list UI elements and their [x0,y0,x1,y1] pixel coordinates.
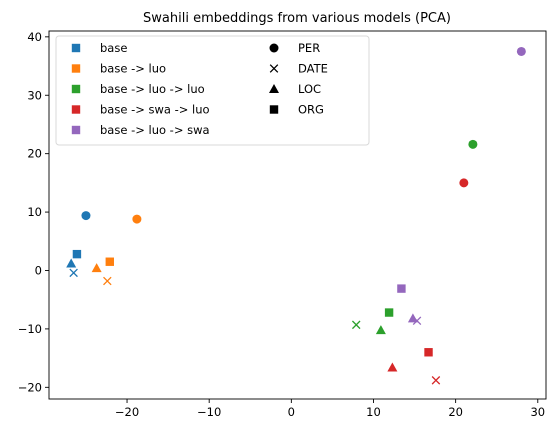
x-tick-label: 10 [366,405,381,419]
legend-item-model: base -> luo -> swa [71,123,210,137]
y-tick-label: 0 [35,263,42,277]
y-tick-label: −10 [18,322,42,336]
legend: base base -> luo base -> luo -> luo base ->… [55,35,370,146]
data-point [105,257,114,266]
legend-swatch [71,64,81,73]
legend-label: base -> luo [100,62,166,76]
y-tick-label: 30 [27,88,42,102]
legend-marker-symbol [269,64,279,73]
legend-label: base -> luo -> luo [100,82,205,96]
x-tick-label: 20 [448,405,463,419]
legend-swatch [71,84,81,94]
y-tick-label: −20 [18,380,42,394]
data-point [132,214,142,224]
data-point [375,325,386,335]
data-point [81,211,91,221]
data-point [516,46,526,56]
legend-item-model: base -> swa -> luo [71,103,210,117]
legend-label: PER [298,41,320,55]
data-point [384,308,394,317]
axis-ticks: −20 −10 0 10 20 30 −20 −10 0 10 20 30 40 [18,30,545,419]
plot-area [48,30,547,400]
legend-label: base -> swa -> luo [100,103,210,117]
data-point [351,320,361,330]
legend-label: LOC [298,82,321,96]
legend-marker-symbol [269,43,279,53]
data-points [66,46,526,385]
data-point [103,276,112,286]
legend-marker-symbol [269,84,279,93]
y-tick-label: 20 [27,147,42,161]
data-point [431,376,441,385]
x-tick-label: −20 [115,405,139,419]
x-tick-label: −10 [197,405,221,419]
data-point [69,268,78,278]
x-tick-label: 30 [530,405,545,419]
legend-item-marker: DATE [269,62,328,76]
legend-label: base -> luo -> swa [100,123,210,137]
data-point [424,348,433,357]
legend-frame [55,35,370,146]
legend-item-model: base -> luo [71,62,166,76]
legend-marker-symbol [269,105,279,114]
legend-item-model: base [71,41,127,55]
legend-label: DATE [298,62,328,76]
legend-swatch [71,105,81,114]
data-point [459,178,469,188]
legend-swatch [71,43,81,53]
data-point [407,313,418,323]
data-point [91,263,102,273]
legend-item-marker: ORG [269,103,324,117]
legend-label: base [100,41,127,55]
legend-swatch [71,125,81,135]
data-point [468,139,478,149]
legend-label: ORG [298,103,324,117]
legend-item-model: base -> luo -> luo [71,82,205,96]
y-tick-label: 40 [27,30,42,44]
data-point [387,362,398,372]
y-tick-label: 10 [27,205,42,219]
x-tick-label: 0 [288,405,295,419]
data-point [72,249,82,259]
legend-item-marker: LOC [269,82,321,96]
data-point [397,284,406,293]
chart-title: Swahili embeddings from various models (… [143,11,451,26]
data-point [66,258,77,268]
legend-item-marker: PER [269,41,320,55]
